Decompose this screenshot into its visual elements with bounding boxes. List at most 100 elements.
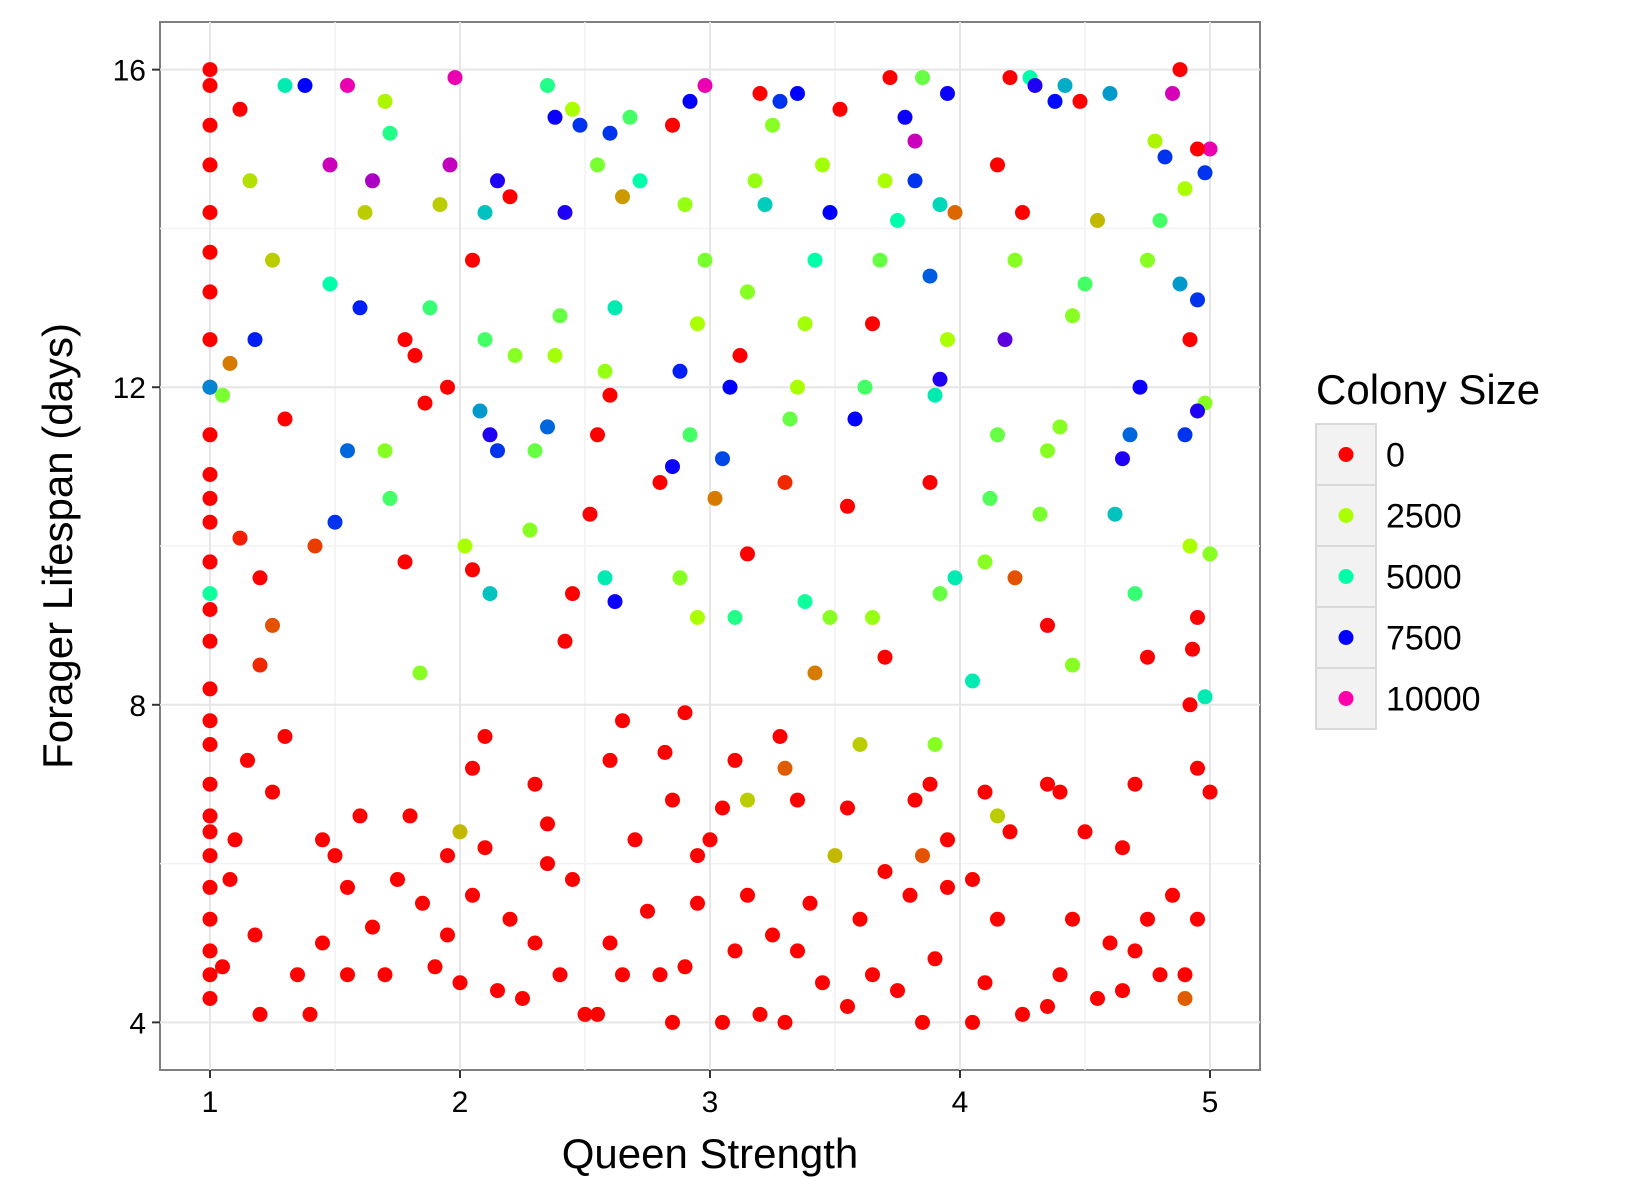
data-point <box>340 78 355 93</box>
legend-swatch <box>1338 569 1354 584</box>
data-point <box>1047 93 1063 109</box>
data-point <box>1177 967 1193 983</box>
data-point <box>357 205 373 220</box>
data-point <box>482 586 498 602</box>
legend-swatch <box>1338 447 1354 462</box>
data-point <box>652 967 668 983</box>
data-point <box>815 157 830 173</box>
data-point <box>672 570 688 586</box>
data-point <box>202 911 218 927</box>
data-point <box>815 975 830 991</box>
data-point <box>440 379 455 395</box>
data-point <box>882 70 898 86</box>
data-point <box>1177 991 1193 1006</box>
data-point <box>240 752 255 768</box>
data-point <box>1040 999 1055 1014</box>
data-point <box>682 427 698 443</box>
data-point <box>265 252 280 268</box>
data-point <box>997 332 1013 348</box>
data-point <box>790 379 805 395</box>
y-tick-label: 8 <box>129 690 146 723</box>
data-point <box>857 379 873 395</box>
data-point <box>540 816 555 832</box>
data-point <box>202 967 218 983</box>
data-point <box>1197 689 1213 705</box>
data-point <box>615 189 630 205</box>
data-point <box>990 427 1005 443</box>
data-point <box>922 268 938 284</box>
data-point <box>677 705 693 721</box>
data-point <box>1015 1006 1030 1022</box>
data-point <box>232 101 248 117</box>
data-point <box>790 86 805 101</box>
data-point <box>1165 86 1180 101</box>
data-point <box>202 379 218 395</box>
data-point <box>1190 141 1205 157</box>
data-point <box>202 808 218 824</box>
data-point <box>1007 570 1023 586</box>
data-point <box>990 157 1005 173</box>
data-point <box>202 737 218 752</box>
data-point <box>302 1006 318 1022</box>
data-point <box>1102 86 1118 101</box>
data-point <box>315 935 330 951</box>
data-point <box>715 800 730 816</box>
data-point <box>672 363 688 379</box>
data-point <box>352 300 368 316</box>
data-point <box>577 1006 593 1022</box>
data-point <box>765 117 780 133</box>
data-point <box>415 895 430 911</box>
data-point <box>427 959 443 975</box>
data-point <box>1197 165 1213 181</box>
data-point <box>242 173 258 189</box>
data-point <box>1190 610 1205 625</box>
data-point <box>790 943 805 959</box>
data-point <box>432 197 448 213</box>
data-point <box>527 935 543 951</box>
data-point <box>852 911 868 927</box>
data-point <box>1202 141 1218 157</box>
data-point <box>715 1014 730 1030</box>
data-point <box>927 737 943 752</box>
data-point <box>452 824 468 840</box>
data-point <box>1052 784 1068 800</box>
data-point <box>632 173 648 189</box>
data-points <box>202 62 1218 1030</box>
legend-swatch <box>1338 691 1354 706</box>
data-point <box>1065 308 1080 324</box>
data-point <box>1165 887 1180 903</box>
x-tick-label: 3 <box>702 1086 719 1119</box>
data-point <box>1202 546 1218 562</box>
data-point <box>1190 403 1205 419</box>
data-point <box>1090 213 1105 228</box>
data-point <box>202 602 218 617</box>
data-point <box>1127 776 1143 792</box>
data-point <box>1065 911 1080 927</box>
data-point <box>202 490 218 506</box>
data-point <box>277 78 293 93</box>
data-point <box>790 792 805 808</box>
data-point <box>1077 276 1093 292</box>
data-point <box>222 355 238 371</box>
data-point <box>740 887 755 903</box>
data-point <box>1185 641 1200 657</box>
data-point <box>915 1014 930 1030</box>
data-point <box>1182 538 1198 554</box>
data-point <box>1182 697 1198 713</box>
legend: 0 2500 5000 7500 10000 <box>1315 423 1481 730</box>
data-point <box>947 570 963 586</box>
data-point <box>1190 911 1205 927</box>
data-point <box>365 173 380 189</box>
data-point <box>515 991 530 1006</box>
data-point <box>202 991 218 1006</box>
data-point <box>777 1014 793 1030</box>
data-point <box>697 78 713 93</box>
data-point <box>732 348 748 363</box>
data-point <box>527 776 543 792</box>
data-point <box>977 554 993 570</box>
data-point <box>902 887 918 903</box>
data-point <box>557 633 573 649</box>
data-point <box>565 872 580 887</box>
data-point <box>615 713 630 729</box>
data-point <box>1002 70 1018 86</box>
